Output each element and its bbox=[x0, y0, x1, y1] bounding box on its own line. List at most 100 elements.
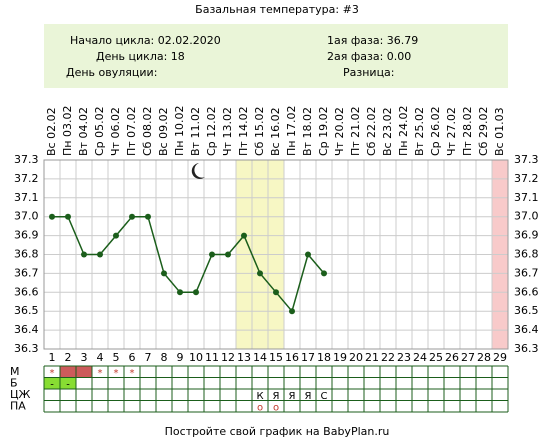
table-cell-text: - bbox=[66, 379, 70, 390]
table-cell-text: Я bbox=[273, 391, 280, 402]
date-label: Вт 04.02 bbox=[77, 107, 90, 156]
y-tick-label: 37.1 bbox=[14, 191, 39, 204]
temperature-point bbox=[305, 251, 311, 258]
date-label: Сб 08.02 bbox=[141, 107, 154, 156]
day-label: 15 bbox=[269, 351, 283, 364]
day-label: 21 bbox=[365, 351, 379, 364]
date-label: Вс 23.02 bbox=[381, 107, 394, 156]
temperature-point bbox=[289, 308, 295, 315]
day-label: 10 bbox=[189, 351, 203, 364]
date-label: Вт 11.02 bbox=[189, 107, 202, 156]
date-label: Чт 20.02 bbox=[333, 107, 346, 156]
y-tick-label: 36.7 bbox=[514, 266, 539, 279]
y-tick-label: 36.7 bbox=[14, 266, 39, 279]
y-tick-label: 36.3 bbox=[14, 342, 39, 355]
date-label: Пт 28.02 bbox=[461, 106, 474, 156]
row-label: М bbox=[10, 365, 20, 378]
day-label: 22 bbox=[381, 351, 395, 364]
y-tick-label: 37.1 bbox=[514, 191, 539, 204]
y-tick-label: 36.9 bbox=[514, 229, 539, 242]
y-tick-label: 36.4 bbox=[514, 323, 539, 336]
day-label: 25 bbox=[429, 351, 443, 364]
info-text: Начало цикла: 02.02.2020 bbox=[70, 34, 221, 47]
y-tick-label: 36.6 bbox=[14, 285, 39, 298]
temperature-point bbox=[161, 270, 167, 277]
day-label: 4 bbox=[97, 351, 104, 364]
date-label: Чт 13.02 bbox=[221, 107, 234, 156]
y-tick-label: 37.3 bbox=[514, 153, 539, 166]
temperature-point bbox=[49, 213, 55, 220]
date-label: Сб 15.02 bbox=[253, 107, 266, 156]
day-label: 2 bbox=[65, 351, 72, 364]
y-tick-label: 36.5 bbox=[514, 304, 539, 317]
day-label: 19 bbox=[333, 351, 347, 364]
date-label: Сб 29.02 bbox=[477, 107, 490, 156]
y-tick-label: 37.0 bbox=[514, 210, 539, 223]
temperature-point bbox=[241, 232, 247, 239]
date-label: Вс 09.02 bbox=[157, 107, 170, 156]
date-label: Ср 05.02 bbox=[93, 106, 106, 156]
day-label: 12 bbox=[221, 351, 235, 364]
table-cell-fill bbox=[76, 366, 92, 378]
table-cell-text: Я bbox=[305, 391, 312, 402]
y-tick-label: 37.2 bbox=[14, 172, 39, 185]
row-label: Б bbox=[10, 376, 18, 389]
date-label: Пт 07.02 bbox=[125, 106, 138, 156]
table-cell-text: * bbox=[98, 368, 103, 379]
date-label: Пт 14.02 bbox=[237, 106, 250, 156]
y-tick-label: 36.6 bbox=[514, 285, 539, 298]
temperature-point bbox=[321, 270, 327, 277]
day-label: 13 bbox=[237, 351, 251, 364]
day-label: 1 bbox=[49, 351, 56, 364]
date-label: Пн 24.02 bbox=[397, 106, 410, 156]
table-cell-text: o bbox=[273, 402, 279, 413]
temperature-point bbox=[209, 251, 215, 258]
chart-title: Базальная температура: #3 bbox=[195, 3, 359, 16]
y-tick-label: 37.0 bbox=[14, 210, 39, 223]
temperature-point bbox=[145, 213, 151, 220]
day-label: 11 bbox=[205, 351, 219, 364]
date-label: Вт 25.02 bbox=[413, 107, 426, 156]
info-text: День цикла: 18 bbox=[96, 50, 185, 63]
table-cell-text: o bbox=[257, 402, 263, 413]
day-label: 20 bbox=[349, 351, 363, 364]
y-tick-label: 36.3 bbox=[514, 342, 539, 355]
date-label: Пн 17.02 bbox=[285, 106, 298, 156]
temperature-point bbox=[113, 232, 119, 239]
temperature-point bbox=[97, 251, 103, 258]
date-label: Вс 02.02 bbox=[45, 107, 58, 156]
row-label: ЦЖ bbox=[10, 388, 31, 401]
footer: Постройте свой график на BabyPlan.ru bbox=[165, 425, 390, 438]
day-label: 7 bbox=[145, 351, 152, 364]
table-cell-fill bbox=[60, 366, 76, 378]
day-label: 18 bbox=[317, 351, 331, 364]
y-tick-label: 36.8 bbox=[14, 248, 39, 261]
date-label: Вт 18.02 bbox=[301, 107, 314, 156]
day-label: 5 bbox=[113, 351, 120, 364]
table-cell-text: * bbox=[50, 368, 55, 379]
day-label: 9 bbox=[177, 351, 184, 364]
temperature-point bbox=[225, 251, 231, 258]
info-text: Разница: bbox=[343, 66, 395, 79]
info-text: День овуляции: bbox=[66, 66, 157, 79]
day-label: 29 bbox=[493, 351, 507, 364]
info-text: 2ая фаза: 0.00 bbox=[327, 50, 411, 63]
plot: 36.3 36.3 36.4 36.4 36.5 36.5 36.6 36.6 36.7 36.7… bbox=[10, 106, 539, 414]
date-label: Пт 21.02 bbox=[349, 106, 362, 156]
day-label: 17 bbox=[301, 351, 315, 364]
info-text: 1ая фаза: 36.79 bbox=[327, 34, 418, 47]
date-label: Чт 27.02 bbox=[445, 107, 458, 156]
date-label: Сб 22.02 bbox=[365, 107, 378, 156]
table-cell-text: Я bbox=[289, 391, 296, 402]
date-label: Вс 16.02 bbox=[269, 107, 282, 156]
y-tick-label: 37.3 bbox=[14, 153, 39, 166]
table-cell-text: * bbox=[114, 368, 119, 379]
temperature-point bbox=[257, 270, 263, 277]
row-label: ПА bbox=[10, 399, 26, 412]
day-label: 23 bbox=[397, 351, 411, 364]
table-cell-text: К bbox=[256, 391, 263, 402]
y-tick-label: 37.2 bbox=[514, 172, 539, 185]
day-label: 24 bbox=[413, 351, 427, 364]
table-cell-text: - bbox=[50, 379, 54, 390]
